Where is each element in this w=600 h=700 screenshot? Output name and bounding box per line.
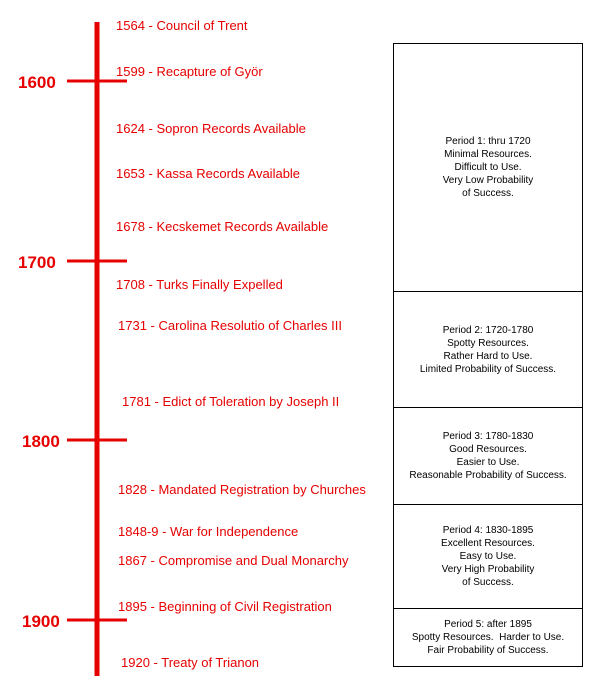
period-1-line: Difficult to Use. [454, 162, 522, 173]
period-3-line: Good Resources. [449, 444, 527, 455]
period-1-line: Very Low Probability [442, 175, 534, 186]
period-1-line: Period 1: thru 1720 [445, 136, 531, 147]
century-label-1800: 1800 [22, 432, 60, 451]
event-label: 1599 - Recapture of Györ [116, 64, 263, 79]
period-3-line: Period 3: 1780-1830 [442, 431, 534, 442]
period-4-line: Easy to Use. [459, 551, 517, 562]
event-label: 1848-9 - War for Independence [118, 524, 298, 539]
period-2-line: Period 2: 1720-1780 [442, 324, 534, 336]
period-5-line: Spotty Resources. Harder to Use. [411, 632, 565, 643]
period-4-line: Excellent Resources. [441, 538, 535, 549]
period-1-line: of Success. [462, 188, 514, 199]
period-box-1: Period 1: thru 1720 Minimal Resources. D… [393, 43, 583, 292]
period-5-line: Fair Probability of Success. [427, 645, 549, 656]
event-label: 1564 - Council of Trent [116, 18, 248, 33]
period-box-2: Period 2: 1720-1780 Spotty Resources. Ra… [393, 291, 583, 408]
event-label: 1828 - Mandated Registration by Churches [118, 482, 366, 497]
century-label-1600: 1600 [18, 73, 56, 92]
event-label: 1653 - Kassa Records Available [116, 166, 300, 181]
century-label-1700: 1700 [18, 253, 56, 272]
period-3-line: Reasonable Probability of Success. [409, 470, 567, 481]
event-label: 1731 - Carolina Resolutio of Charles III [118, 318, 342, 333]
event-label: 1920 - Treaty of Trianon [121, 655, 259, 670]
period-1-line: Minimal Resources. [444, 149, 532, 160]
century-label-1900: 1900 [22, 612, 60, 631]
period-2-line: Limited Probability of Success. [419, 363, 557, 375]
period-4-line: of Success. [462, 577, 514, 588]
period-box-5: Period 5: after 1895 Spotty Resources. H… [393, 608, 583, 667]
period-4-line: Period 4: 1830-1895 [442, 525, 534, 536]
event-label: 1867 - Compromise and Dual Monarchy [118, 553, 349, 568]
period-3-line: Easier to Use. [456, 457, 520, 468]
event-label: 1624 - Sopron Records Available [116, 121, 306, 136]
event-label: 1895 - Beginning of Civil Registration [118, 599, 332, 614]
period-5-line: Period 5: after 1895 [444, 619, 532, 630]
period-box-3: Period 3: 1780-1830 Good Resources. Easi… [393, 407, 583, 505]
period-2-line: Rather Hard to Use. [443, 350, 533, 362]
period-2-line: Spotty Resources. [447, 337, 529, 349]
period-4-line: Very High Probability [441, 564, 535, 575]
event-label: 1781 - Edict of Toleration by Joseph II [122, 394, 339, 409]
period-box-4: Period 4: 1830-1895 Excellent Resources.… [393, 504, 583, 609]
event-label: 1708 - Turks Finally Expelled [116, 277, 283, 292]
event-label: 1678 - Kecskemet Records Available [116, 219, 328, 234]
